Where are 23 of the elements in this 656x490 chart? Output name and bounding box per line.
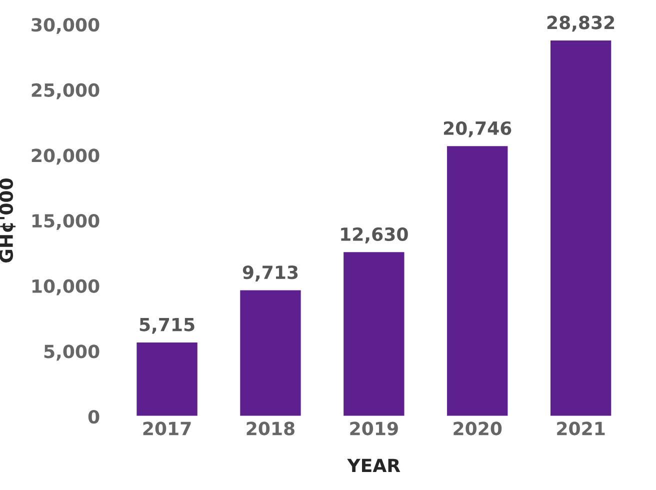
x-axis-title: YEAR <box>347 458 400 472</box>
data-label: 9,713 <box>242 265 298 282</box>
data-label: 20,746 <box>444 121 512 138</box>
data-label: 28,832 <box>547 16 614 32</box>
bar <box>446 144 510 416</box>
x-tick-label: 2018 <box>246 422 294 436</box>
data-label: 5,715 <box>140 318 194 334</box>
bar <box>342 250 406 416</box>
x-tick-label: 2017 <box>143 422 191 436</box>
y-tick-label: 5,000 <box>44 344 100 361</box>
data-label: 12,630 <box>341 227 408 244</box>
x-tick-label: 2019 <box>350 422 398 436</box>
y-tick-label: 25,000 <box>32 83 100 100</box>
y-tick-label: 10,000 <box>32 279 100 296</box>
y-tick-label: 30,000 <box>32 18 100 34</box>
bar <box>238 288 302 416</box>
y-tick-label: 20,000 <box>32 148 100 165</box>
y-tick-label: 0 <box>88 410 100 424</box>
bar <box>549 39 613 416</box>
x-tick-label: 2020 <box>454 422 502 436</box>
y-tick-label: 15,000 <box>32 214 100 230</box>
x-tick-label: 2021 <box>557 422 605 436</box>
bar <box>135 341 199 416</box>
